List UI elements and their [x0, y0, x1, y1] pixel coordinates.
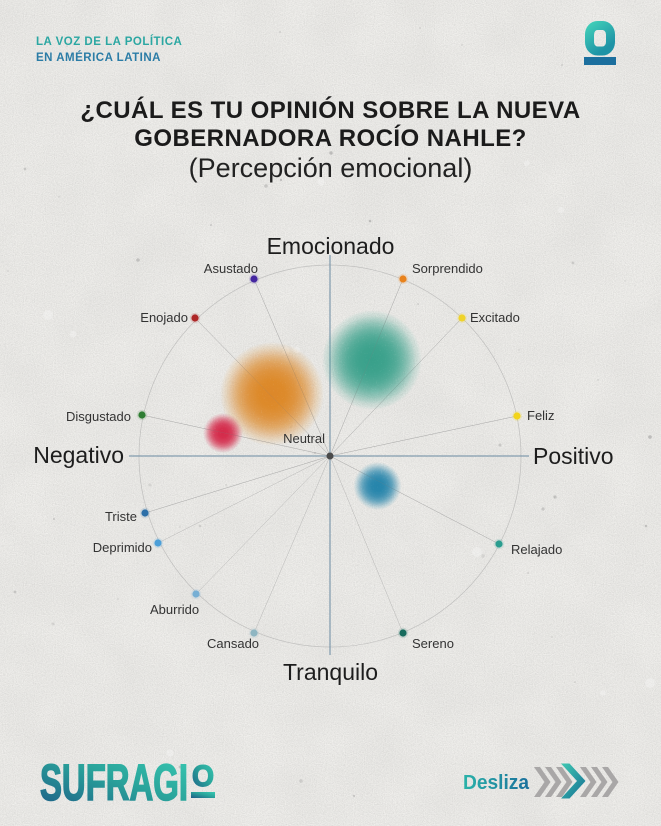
svg-text:SUFRAGI: SUFRAGI — [40, 754, 188, 811]
svg-text:O: O — [192, 760, 214, 793]
svg-text:Desliza: Desliza — [463, 772, 530, 794]
